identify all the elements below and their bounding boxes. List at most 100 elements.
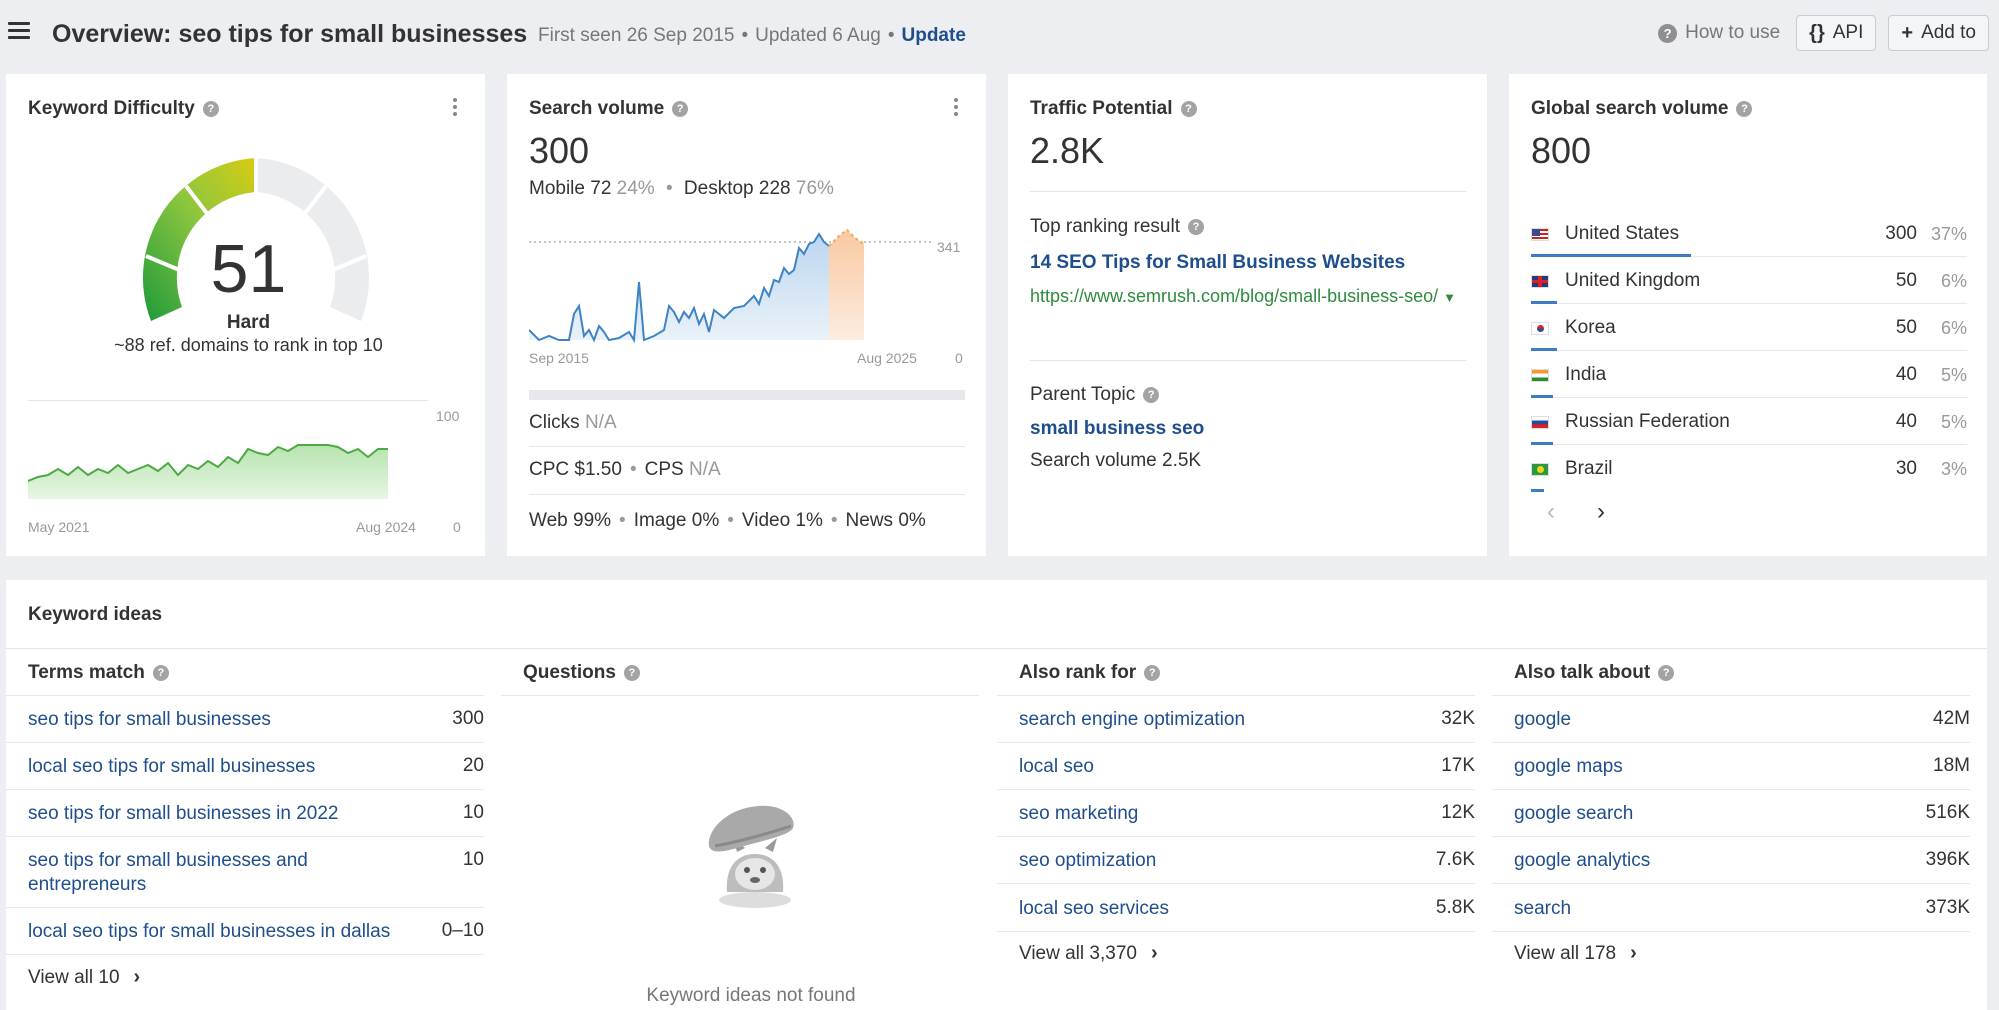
country-row-russia[interactable]: Russian Federation 40 5% bbox=[1531, 398, 1967, 445]
add-to-button[interactable]: + Add to bbox=[1888, 15, 1989, 51]
kd-chart-end: Aug 2024 bbox=[356, 519, 416, 535]
row-divider bbox=[1531, 397, 1967, 398]
row-divider bbox=[1531, 256, 1967, 257]
top-result-title-link[interactable]: 14 SEO Tips for Small Business Websites bbox=[1030, 252, 1406, 273]
kd-gauge-fill bbox=[142, 158, 256, 321]
country-row-brazil[interactable]: Brazil 30 3% bbox=[1531, 445, 1967, 492]
meta-separator: • bbox=[741, 25, 749, 46]
menu-icon[interactable] bbox=[8, 22, 30, 40]
country-row-us[interactable]: United States 300 37% bbox=[1531, 210, 1967, 257]
keyword-link[interactable]: search bbox=[1514, 898, 1572, 919]
separator-dot: • bbox=[665, 178, 673, 199]
help-icon[interactable]: ? bbox=[1144, 665, 1161, 681]
country-share: 6% bbox=[1940, 271, 1967, 291]
keyword-link[interactable]: seo optimization bbox=[1019, 850, 1157, 871]
kd-history-chart bbox=[28, 444, 388, 499]
view-all-also-rank-link[interactable]: View all 3,370 › bbox=[1019, 942, 1158, 965]
chevron-right-icon[interactable]: › bbox=[1597, 498, 1605, 525]
kd-gauge-track bbox=[256, 158, 370, 321]
help-icon[interactable]: ? bbox=[672, 101, 689, 117]
keyword-volume: 10 bbox=[462, 849, 484, 870]
keyword-volume: 10 bbox=[462, 802, 484, 823]
gsv-title-text: Global search volume bbox=[1531, 98, 1729, 119]
country-row-uk[interactable]: United Kingdom 50 6% bbox=[1531, 257, 1967, 304]
web-share: Web 99% bbox=[529, 510, 612, 531]
view-all-terms-link[interactable]: View all 10 › bbox=[28, 966, 140, 989]
questions-column: Questions? Keyword ideas not found bbox=[501, 650, 979, 1010]
keyword-volume: 42M bbox=[1933, 708, 1970, 729]
keyword-link[interactable]: google analytics bbox=[1514, 850, 1651, 871]
parent-topic-link[interactable]: small business seo bbox=[1030, 418, 1205, 439]
help-icon[interactable]: ? bbox=[1143, 387, 1160, 403]
keyword-link[interactable]: google search bbox=[1514, 803, 1634, 824]
caret-down-icon[interactable]: ▼ bbox=[1443, 290, 1457, 305]
keyword-link[interactable]: seo tips for small businesses and entrep… bbox=[28, 850, 308, 895]
keyword-link[interactable]: local seo bbox=[1019, 756, 1094, 777]
keyword-link[interactable]: seo tips for small businesses bbox=[28, 709, 271, 730]
parent-topic-label-text: Parent Topic bbox=[1030, 384, 1136, 405]
country-row-india[interactable]: India 40 5% bbox=[1531, 351, 1967, 398]
news-share: News 0% bbox=[845, 510, 926, 531]
help-icon[interactable]: ? bbox=[1187, 219, 1204, 235]
help-icon[interactable]: ? bbox=[202, 101, 219, 117]
desktop-pct: 76% bbox=[795, 178, 834, 199]
row-divider bbox=[1492, 931, 1970, 932]
kd-gauge bbox=[142, 154, 370, 321]
keyword-link[interactable]: search engine optimization bbox=[1019, 709, 1246, 730]
page-title: Overview: seo tips for small businesses bbox=[52, 20, 528, 48]
how-to-use-link[interactable]: ? How to use bbox=[1658, 22, 1780, 44]
more-options-icon[interactable] bbox=[453, 98, 457, 119]
country-share-bar bbox=[1531, 348, 1557, 351]
keyword-volume: 516K bbox=[1925, 802, 1970, 823]
top-result-label: Top ranking result? bbox=[1030, 216, 1204, 238]
also-rank-for-title: Also rank for? bbox=[1019, 662, 1161, 684]
us-flag-icon bbox=[1531, 228, 1549, 241]
tp-title-text: Traffic Potential bbox=[1030, 98, 1173, 119]
help-icon[interactable]: ? bbox=[1658, 665, 1675, 681]
separator-dot: • bbox=[619, 510, 626, 531]
russia-flag-icon bbox=[1531, 416, 1549, 429]
more-options-icon[interactable] bbox=[954, 98, 958, 119]
row-divider bbox=[1492, 789, 1970, 790]
kd-value: 51 bbox=[210, 231, 287, 307]
view-all-also-talk-link[interactable]: View all 178 › bbox=[1514, 942, 1637, 965]
divider bbox=[529, 494, 965, 495]
separator-dot: • bbox=[830, 510, 838, 531]
country-row-korea[interactable]: Korea 50 6% bbox=[1531, 304, 1967, 351]
help-icon[interactable]: ? bbox=[623, 665, 640, 681]
keyword-link[interactable]: google maps bbox=[1514, 756, 1623, 777]
top-result-url[interactable]: https://www.semrush.com/blog/small-busin… bbox=[1030, 282, 1470, 312]
api-label: API bbox=[1832, 22, 1864, 43]
chevron-right-icon: › bbox=[1150, 942, 1158, 964]
device-split: Mobile 72 24% • Desktop 228 76% bbox=[529, 178, 834, 200]
meta-separator: • bbox=[887, 25, 895, 46]
update-link[interactable]: Update bbox=[901, 25, 966, 46]
country-volume: 40 bbox=[1895, 364, 1917, 385]
help-icon[interactable]: ? bbox=[1180, 101, 1197, 117]
country-share: 5% bbox=[1940, 365, 1967, 385]
keyword-volume: 5.8K bbox=[1435, 897, 1475, 918]
keyword-link[interactable]: local seo tips for small businesses bbox=[28, 756, 316, 777]
country-volume: 50 bbox=[1895, 317, 1917, 338]
help-icon[interactable]: ? bbox=[152, 665, 169, 681]
keyword-difficulty-card: Keyword Difficulty? 51 Hard ~88 ref. dom… bbox=[6, 74, 485, 556]
video-share: Video 1% bbox=[741, 510, 823, 531]
sv-chart-start: Sep 2015 bbox=[529, 350, 589, 366]
api-button[interactable]: {} API bbox=[1796, 15, 1877, 51]
country-share-bar bbox=[1531, 489, 1544, 492]
keyword-volume: 300 bbox=[452, 708, 484, 729]
row-divider bbox=[6, 954, 484, 955]
country-share-bar bbox=[1531, 301, 1557, 304]
keyword-link[interactable]: local seo services bbox=[1019, 898, 1169, 919]
kd-title-text: Keyword Difficulty bbox=[28, 98, 195, 119]
keyword-link[interactable]: seo marketing bbox=[1019, 803, 1139, 824]
help-icon[interactable]: ? bbox=[1736, 101, 1753, 117]
separator-dot: • bbox=[727, 510, 734, 531]
keyword-link[interactable]: local seo tips for small businesses in d… bbox=[28, 921, 391, 942]
keyword-link[interactable]: google bbox=[1514, 709, 1572, 730]
keyword-link[interactable]: seo tips for small businesses in 2022 bbox=[28, 803, 339, 824]
updated-text: Updated 6 Aug bbox=[755, 25, 881, 46]
keyword-volume: 32K bbox=[1441, 708, 1475, 729]
chevron-left-icon[interactable]: ‹ bbox=[1547, 498, 1555, 525]
keyword-ideas-title: Keyword ideas bbox=[28, 604, 163, 625]
